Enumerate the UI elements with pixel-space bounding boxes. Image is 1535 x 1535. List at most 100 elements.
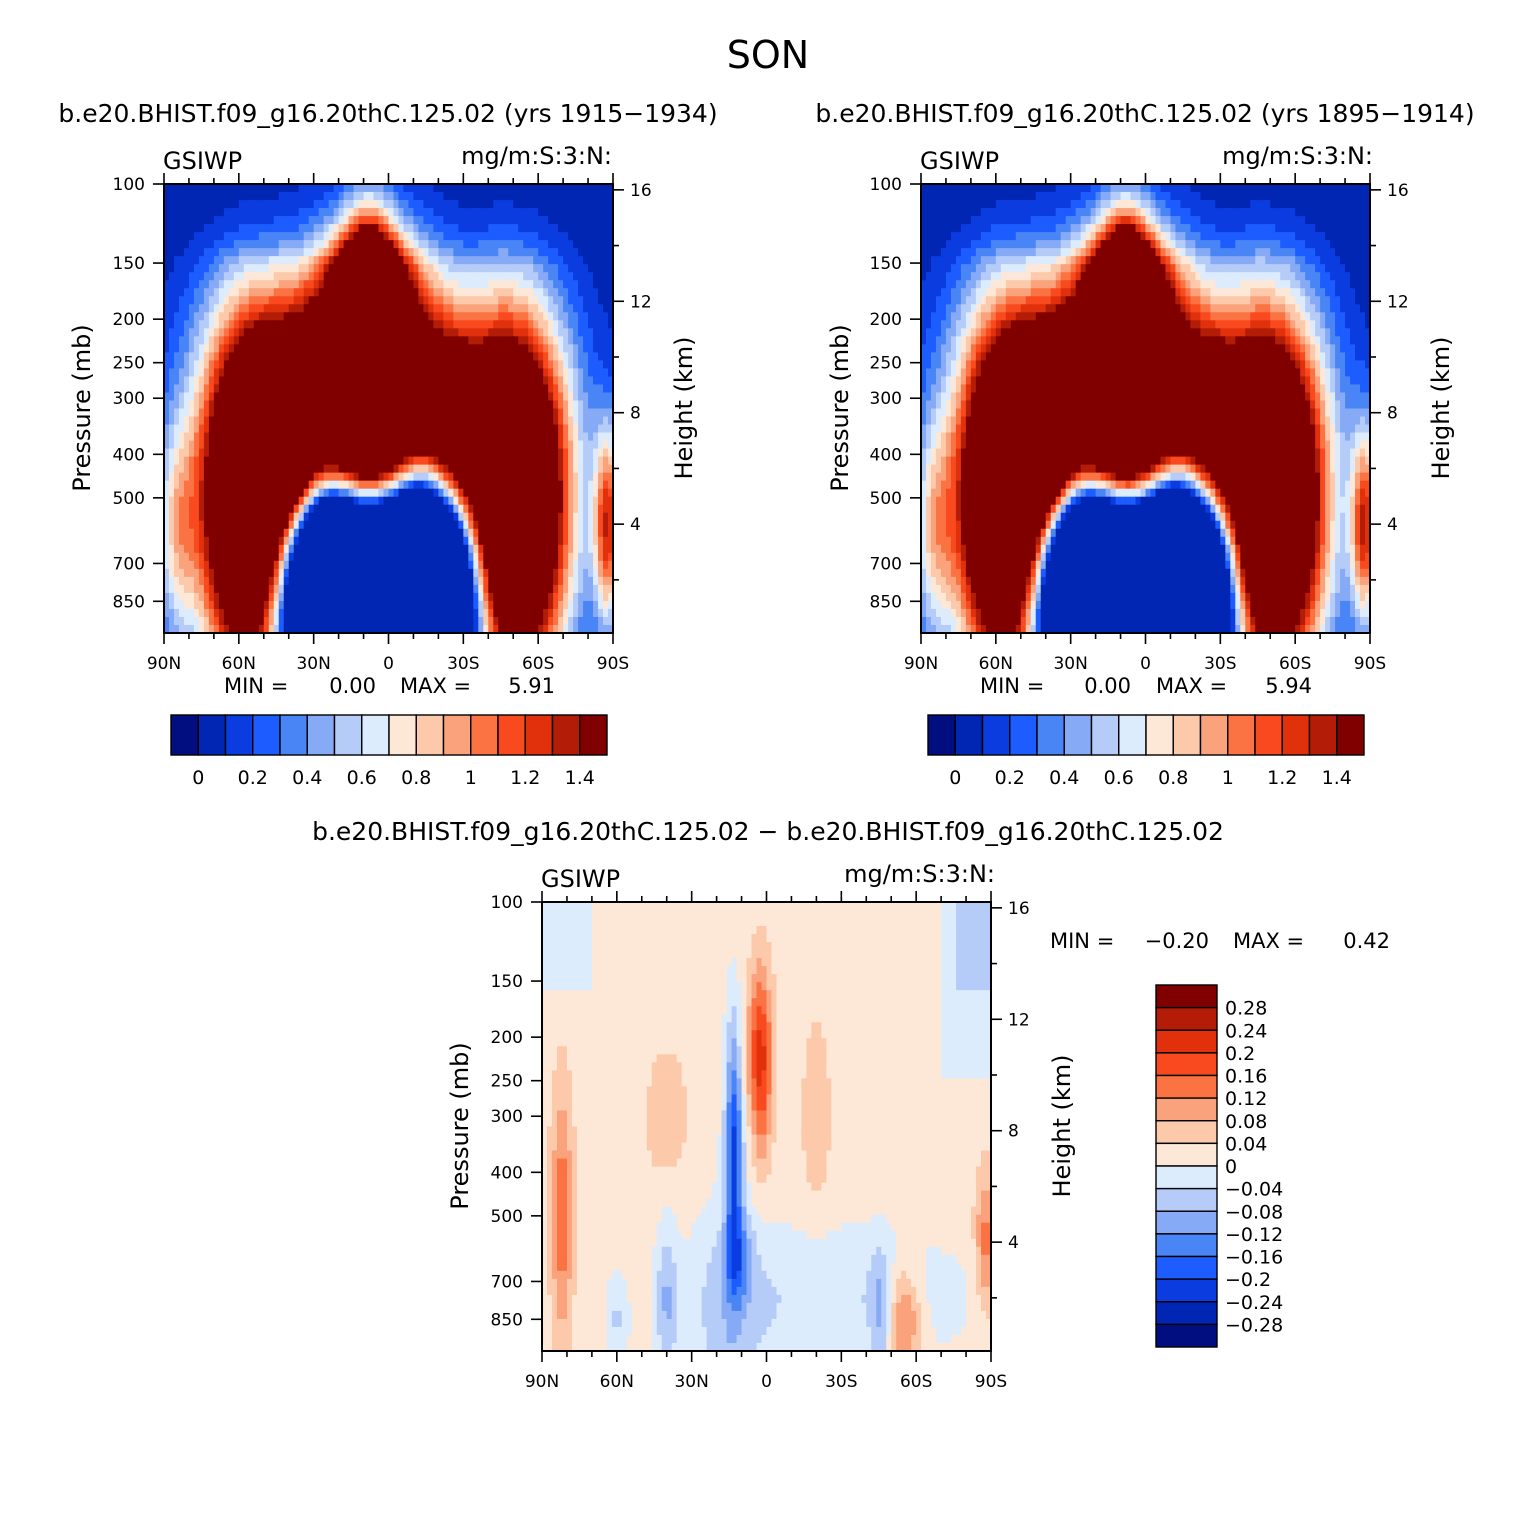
contour-cell [278, 608, 285, 618]
contour-cell [218, 528, 225, 538]
contour-cell [348, 232, 355, 241]
contour-cell [508, 304, 514, 313]
contour-cell [593, 560, 599, 570]
contour-cell [498, 336, 504, 345]
contour-cell [243, 456, 250, 466]
contour-cell [243, 600, 250, 610]
contour-cell [513, 304, 519, 313]
contour-cell [518, 464, 524, 474]
contour-cell [548, 616, 554, 626]
contour-cell [573, 248, 579, 257]
contour-cell [603, 520, 609, 530]
contour-cell [218, 400, 225, 410]
contour-cell [268, 624, 275, 634]
contour-cell [533, 248, 539, 257]
contour-cell [258, 216, 265, 225]
contour-cell [598, 464, 604, 474]
contour-cell [563, 568, 569, 578]
contour-cell [193, 552, 200, 562]
contour-cell [493, 376, 499, 386]
contour-cell [413, 304, 420, 313]
contour-cell [438, 560, 444, 570]
contour-cell [223, 232, 230, 241]
contour-cell [553, 576, 559, 586]
contour-cell [463, 440, 469, 450]
contour-cell [373, 392, 380, 402]
contour-cell [223, 552, 230, 562]
contour-cell [598, 448, 604, 458]
contour-cell [213, 208, 220, 217]
contour-cell [528, 216, 534, 225]
contour-cell [603, 464, 609, 474]
contour-cell [358, 320, 365, 329]
contour-cell [393, 432, 400, 442]
contour-cell [593, 240, 599, 249]
contour-cell [588, 536, 594, 546]
contour-cell [268, 280, 275, 289]
contour-cell [263, 240, 270, 249]
contour-cell [383, 408, 390, 418]
contour-cell [383, 184, 390, 193]
contour-cell [363, 432, 370, 442]
contour-cell [578, 608, 584, 618]
contour-cell [528, 424, 534, 434]
contour-cell [423, 448, 430, 458]
contour-cell [263, 576, 270, 586]
contour-cell [278, 576, 285, 586]
contour-cell [333, 224, 340, 233]
contour-cell [323, 448, 330, 458]
contour-cell [608, 336, 614, 345]
contour-cell [468, 488, 474, 498]
contour-cell [553, 384, 559, 394]
contour-cell [193, 576, 200, 586]
contour-cell [433, 408, 439, 418]
contour-cell [283, 432, 290, 442]
contour-cell [483, 392, 489, 402]
contour-cell [303, 488, 310, 498]
contour-cell [373, 560, 380, 570]
contour-cell [343, 528, 350, 538]
contour-cell [498, 488, 504, 498]
contour-cell [323, 336, 330, 345]
contour-cell [318, 224, 325, 233]
contour-cell [608, 592, 614, 602]
contour-cell [608, 320, 614, 329]
contour-cell [213, 448, 220, 458]
contour-cell [183, 616, 190, 626]
contour-cell [473, 288, 479, 297]
contour-cell [448, 568, 454, 578]
contour-cell [458, 184, 464, 193]
contour-cell [588, 200, 594, 209]
contour-cell [523, 224, 529, 233]
contour-cell [283, 496, 290, 506]
contour-cell [443, 544, 449, 554]
contour-cell [243, 528, 250, 538]
contour-cell [603, 224, 609, 233]
contour-cell [558, 320, 564, 329]
contour-cell [523, 360, 529, 370]
contour-cell [283, 448, 290, 458]
contour-cell [283, 256, 290, 265]
contour-cell [253, 208, 260, 217]
contour-cell [393, 208, 400, 217]
contour-cell [183, 576, 190, 586]
contour-cell [363, 400, 370, 410]
contour-cell [203, 520, 210, 530]
contour-cell [183, 624, 190, 634]
contour-cell [398, 344, 405, 353]
contour-cell [378, 328, 385, 337]
contour-cell [368, 496, 375, 506]
contour-cell [393, 592, 400, 602]
contour-cell [378, 616, 385, 626]
contour-cell [433, 400, 439, 410]
contour-cell [338, 240, 345, 249]
contour-cell [248, 336, 255, 345]
contour-cell [503, 384, 509, 394]
contour-cell [164, 600, 170, 610]
contour-cell [443, 464, 449, 474]
contour-cell [288, 352, 295, 361]
contour-cell [318, 480, 325, 490]
contour-cell [558, 560, 564, 570]
contour-cell [308, 320, 315, 329]
contour-cell [413, 400, 420, 410]
